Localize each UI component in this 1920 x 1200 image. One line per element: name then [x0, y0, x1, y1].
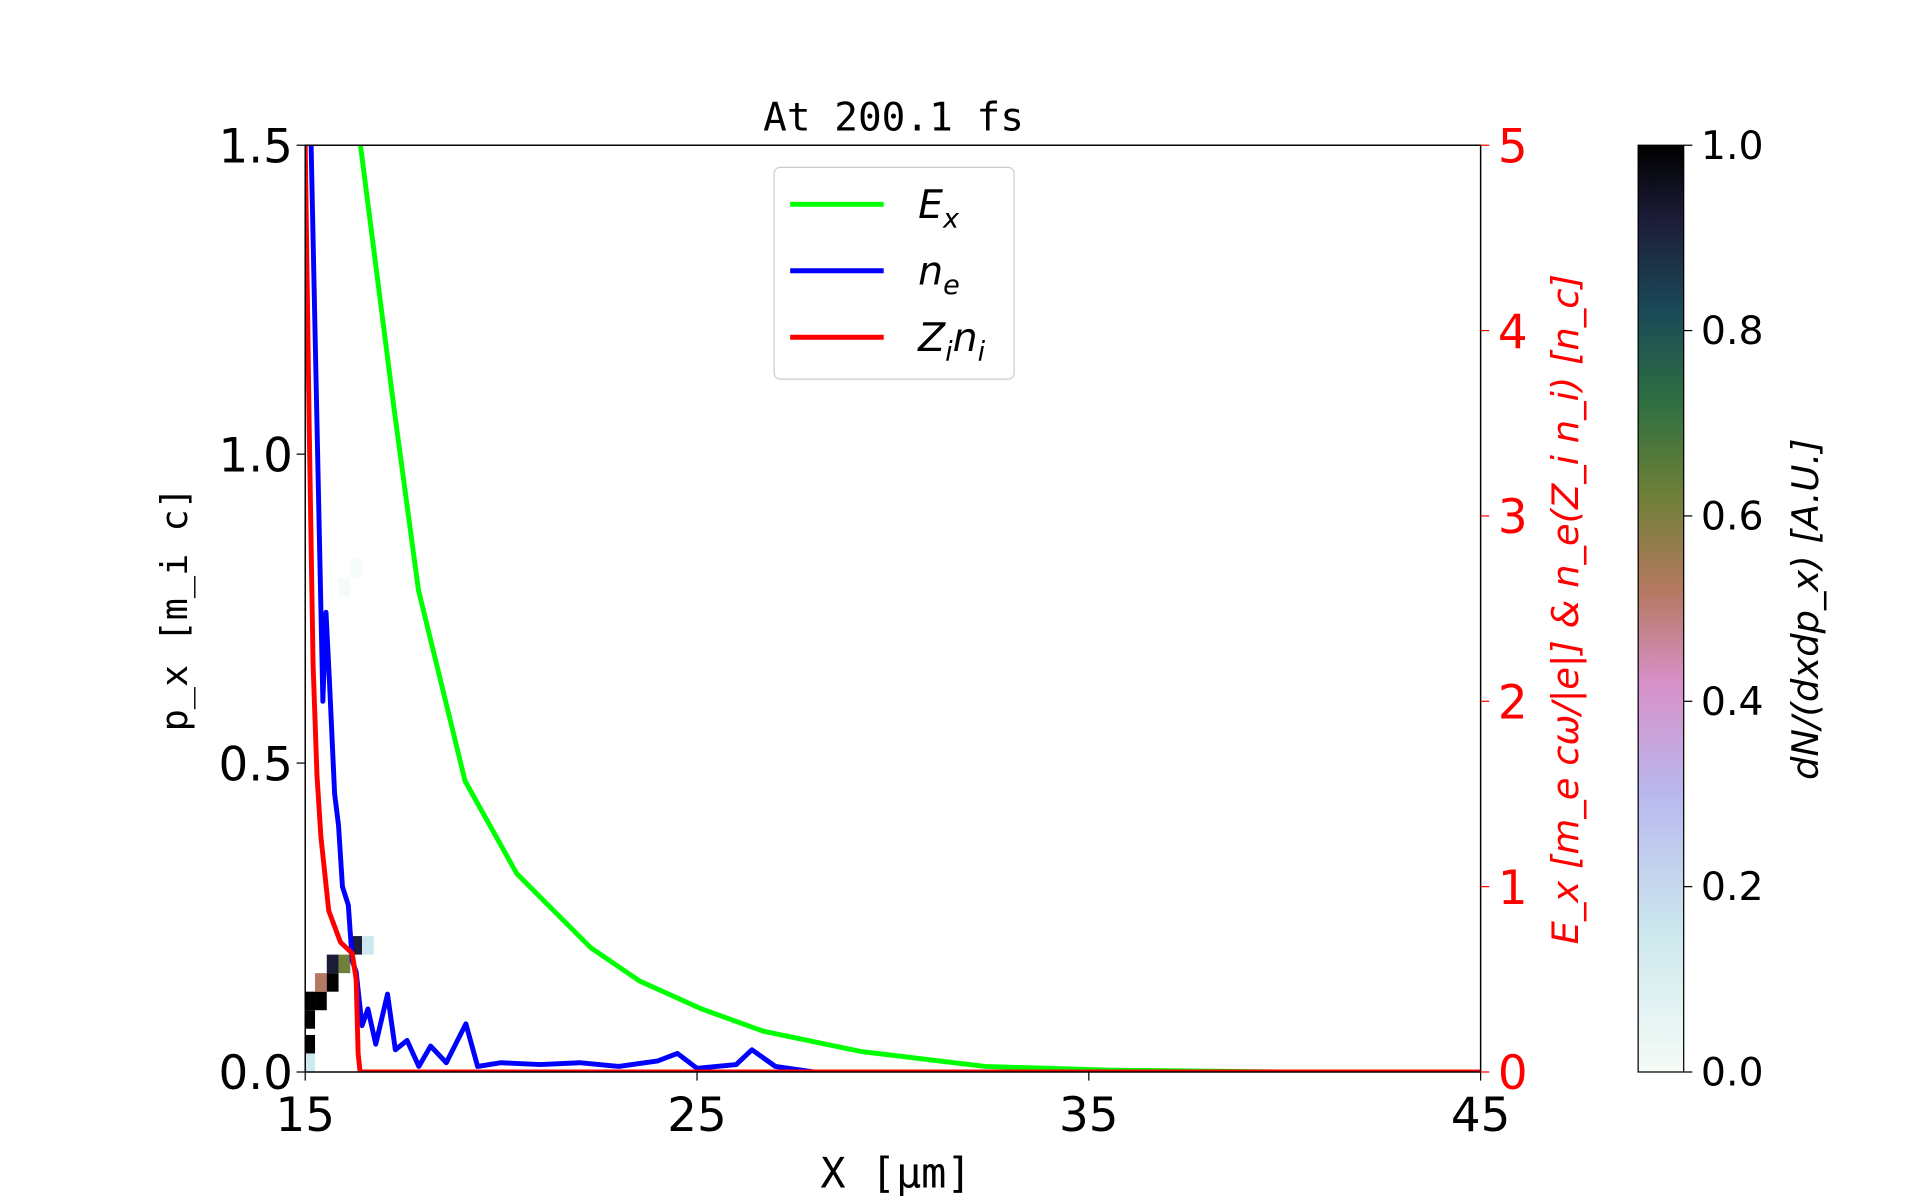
colorbar [1637, 144, 1685, 1073]
colorbar-tick-label: 0.0 [1701, 1050, 1764, 1096]
plot-frame [304, 144, 1482, 1073]
heatmap [305, 559, 374, 1072]
heatmap-cell [350, 559, 363, 578]
x-tick-label: 15 [275, 1089, 335, 1143]
y-axis-right: 0 1 2 3 4 5 [1480, 120, 1528, 1101]
y-axis-left-label: p_x [m_i c] [153, 487, 197, 731]
legend-label: Zini [917, 315, 985, 368]
series-line-z_i-n_i [305, 145, 1481, 1072]
legend-label: ne [918, 248, 960, 301]
x-tick-label: 35 [1059, 1089, 1119, 1143]
series-line-n_e [308, 145, 1481, 1072]
y-right-tick-label: 5 [1498, 120, 1528, 174]
colorbar-tick-label: 0.2 [1701, 864, 1764, 910]
y-axis-right-label: E_x [m_e cω/|e|] & n_e(Z_i n_i) [n_c] [1544, 274, 1588, 944]
y-right-tick-label: 4 [1498, 306, 1528, 360]
x-axis: 15 25 35 45 [275, 1072, 1510, 1143]
y-left-tick-label: 1.0 [219, 429, 293, 483]
legend-frame [773, 166, 1015, 380]
heatmap-cell [326, 954, 339, 974]
chart-title: At 200.1 fs [763, 94, 1024, 140]
heatmap-cell [305, 991, 316, 1011]
y-right-tick-label: 2 [1498, 677, 1528, 731]
y-left-tick-label: 0.5 [219, 738, 293, 792]
x-tick-label: 25 [667, 1089, 727, 1143]
heatmap-cell [305, 1010, 316, 1029]
y-right-tick-label: 1 [1498, 862, 1528, 916]
heatmap-cell [338, 954, 351, 974]
heatmap-cell [305, 1053, 316, 1072]
heatmap-cell [350, 936, 363, 955]
y-left-tick-label: 0.0 [219, 1047, 293, 1101]
y-axis-left: 0.0 0.5 1.0 1.5 [219, 120, 306, 1101]
heatmap-cell [362, 936, 374, 955]
colorbar-tick-label: 0.8 [1701, 308, 1764, 354]
heatmap-cell [326, 973, 339, 992]
heatmap-cell [338, 577, 351, 597]
colorbar-axis: 0.0 0.2 0.4 0.6 0.8 1.0 [1683, 123, 1764, 1096]
series-lines [305, 145, 1481, 1072]
colorbar-tick-label: 1.0 [1701, 123, 1764, 169]
y-left-tick-label: 1.5 [219, 120, 293, 174]
y-right-tick-label: 0 [1498, 1047, 1528, 1101]
heatmap-cell [315, 973, 327, 992]
heatmap-cell [315, 991, 327, 1011]
legend: Ex ne Zini [773, 166, 1015, 380]
series-line-e_x [358, 145, 1481, 1072]
colorbar-tick-label: 0.4 [1701, 679, 1764, 725]
x-tick-label: 45 [1451, 1089, 1511, 1143]
x-axis-label: X [μm] [820, 1149, 971, 1198]
heatmap-cell [305, 1034, 316, 1054]
y-right-tick-label: 3 [1498, 491, 1528, 545]
colorbar-label: dN/(dxdp_x) [A.U.] [1784, 438, 1827, 780]
legend-label: Ex [918, 182, 960, 235]
colorbar-tick-label: 0.6 [1701, 493, 1764, 539]
